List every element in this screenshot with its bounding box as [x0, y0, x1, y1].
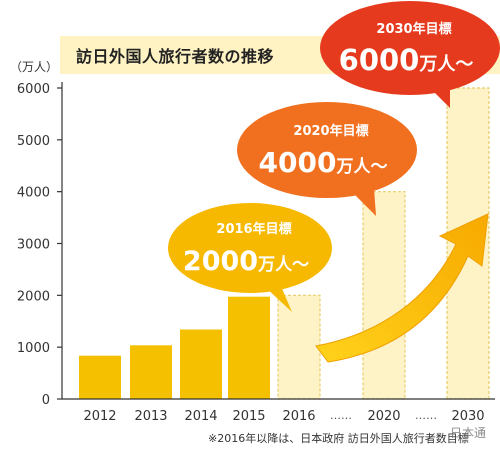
callout-title: 2030年目標 [376, 21, 451, 37]
callout-bubble [168, 203, 332, 293]
target-bar [362, 191, 406, 400]
y-tick-label: 6000 [17, 82, 50, 97]
callout-value-number: 2000 [183, 246, 258, 277]
x-tick-label: 2016 [282, 409, 315, 424]
x-tick-label: 2013 [134, 409, 167, 424]
actual-bar [79, 355, 121, 399]
callout-value-number: 6000 [339, 43, 420, 77]
y-tick-label: 0 [42, 393, 50, 408]
x-axis-ellipsis: …… [415, 409, 437, 422]
x-tick-label: 2012 [83, 409, 116, 424]
callout-value: 6000万人〜 [339, 43, 474, 77]
y-tick-label: 3000 [17, 238, 50, 253]
y-tick-label: 5000 [17, 134, 50, 149]
chart-title: 訪日外国人旅行者数の推移 [76, 47, 275, 66]
callout-title: 2016年目標 [216, 221, 291, 237]
y-tick-label: 1000 [17, 341, 50, 356]
callout-value-unit: 万人〜 [335, 157, 387, 177]
footnote: ※2016年以降は、日本政府 訪日外国人旅行者数目標 [208, 432, 469, 445]
actual-bar [180, 329, 222, 399]
callout-value-unit: 万人〜 [418, 54, 473, 75]
callout-value: 4000万人〜 [259, 146, 388, 179]
x-tick-label: 2015 [232, 409, 265, 424]
callout-bubble [320, 1, 500, 95]
target-bar [277, 294, 321, 400]
y-axis-unit-label: （万人） [10, 60, 59, 74]
growth-arrow [315, 213, 489, 363]
callout-title: 2020年目標 [293, 123, 368, 139]
x-axis-ellipsis: …… [330, 409, 352, 422]
watermark: 日本通 [450, 426, 487, 440]
callout-value: 2000万人〜 [183, 246, 309, 277]
y-tick-label: 4000 [17, 186, 50, 201]
callout-bubble [237, 102, 417, 198]
actual-bar [228, 296, 270, 399]
x-tick-label: 2020 [367, 409, 400, 424]
callout-value-number: 4000 [259, 146, 337, 179]
y-tick-label: 2000 [17, 289, 50, 304]
x-tick-label: 2014 [184, 409, 217, 424]
callout-value-unit: 万人〜 [257, 255, 309, 275]
x-tick-label: 2030 [451, 409, 484, 424]
actual-bar [130, 345, 172, 399]
